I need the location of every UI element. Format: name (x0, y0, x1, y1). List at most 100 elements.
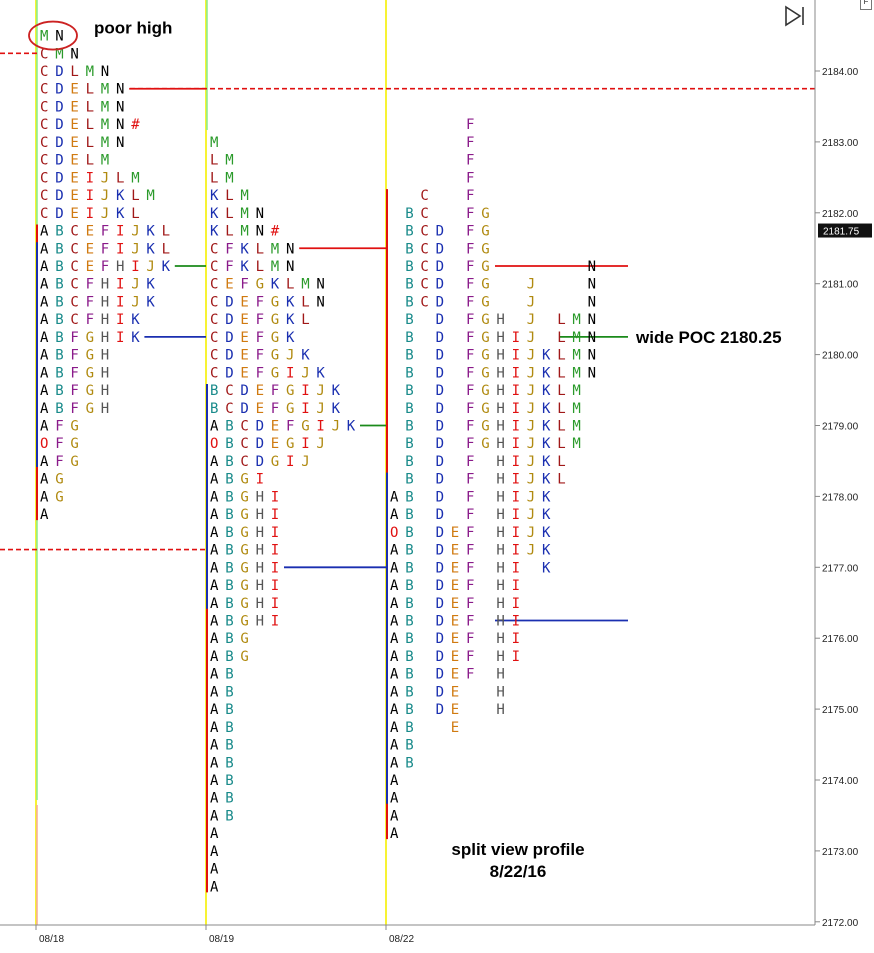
tpo-letter: C (40, 117, 48, 133)
tpo-letter: K (316, 365, 325, 381)
tpo-letter: H (101, 401, 109, 417)
tpo-letter: B (225, 684, 233, 700)
tpo-letter: D (436, 560, 444, 576)
annotations: poor high wide POC 2180.25 split view prof… (28, 19, 782, 881)
tpo-letter: E (451, 667, 459, 683)
tpo-letter: C (420, 259, 428, 275)
tpo-letter: C (210, 312, 218, 328)
tpo-letter: E (70, 117, 78, 133)
tpo-letter: C (225, 401, 233, 417)
tpo-letter: B (225, 649, 233, 665)
tpo-letter: K (146, 241, 155, 257)
tpo-letter: F (466, 330, 474, 346)
tpo-letter: G (481, 365, 489, 381)
tpo-letter: F (70, 383, 78, 399)
tpo-letter: A (390, 578, 399, 594)
date-label-08/18: 08/18 (39, 934, 64, 945)
tpo-letter: # (131, 117, 140, 133)
tpo-letter: E (256, 401, 264, 417)
tpo-letter: B (405, 224, 413, 240)
chart-corner-button[interactable]: F (860, 0, 872, 10)
tpo-letter: A (210, 454, 219, 470)
tpo-letter: D (436, 702, 444, 718)
tpo-letter: A (390, 773, 399, 789)
tpo-letter: N (588, 277, 596, 293)
tpo-letter: G (481, 294, 489, 310)
tpo-letter: B (55, 259, 63, 275)
tpo-letter: F (466, 241, 474, 257)
tpo-letter: B (405, 401, 413, 417)
tpo-letter: F (466, 188, 474, 204)
tpo-letter: N (316, 294, 324, 310)
tpo-letter: M (572, 401, 580, 417)
tpo-letter: F (466, 135, 474, 151)
tpo-letter: J (527, 330, 535, 346)
tpo-letter: H (496, 702, 504, 718)
tpo-letter: H (496, 330, 504, 346)
chart-controls[interactable] (785, 5, 804, 27)
tpo-letter: E (70, 188, 78, 204)
tpo-letter: C (420, 277, 428, 293)
tpo-letter: B (405, 649, 413, 665)
tpo-letter: E (70, 153, 78, 169)
tpo-letter: K (146, 277, 155, 293)
price-tick-label: 2181.00 (822, 280, 859, 291)
tpo-letter: L (256, 259, 264, 275)
tpo-letter: G (481, 312, 489, 328)
tpo-letter: K (146, 224, 155, 240)
tpo-letter: A (210, 862, 219, 878)
tpo-letter: M (301, 277, 309, 293)
tpo-letter: A (390, 720, 399, 736)
tpo-letter: C (40, 82, 48, 98)
tpo-letter: E (256, 383, 264, 399)
tpo-letter: I (512, 631, 520, 647)
tpo-letter: B (55, 365, 63, 381)
tpo-letter: F (240, 277, 248, 293)
tpo-letter: A (210, 613, 219, 629)
tpo-letter: A (210, 472, 219, 488)
tpo-letter: I (301, 383, 309, 399)
tpo-letter: M (131, 170, 139, 186)
tpo-letter: G (86, 348, 94, 364)
tpo-letter: F (466, 489, 474, 505)
tpo-letter: N (116, 117, 124, 133)
tpo-letter: K (116, 188, 125, 204)
tpo-letter: J (286, 348, 294, 364)
tpo-letter: B (55, 401, 63, 417)
date-axis: 08/18 08/19 08/22 (35, 925, 414, 945)
tpo-letter: G (286, 436, 294, 452)
skip-to-end-icon[interactable] (785, 5, 804, 27)
tpo-letter: B (405, 348, 413, 364)
date-label-08/19: 08/19 (209, 934, 234, 945)
tpo-letter: F (466, 472, 474, 488)
skip-triangle (785, 5, 802, 27)
tpo-letter: H (496, 560, 504, 576)
tpo-letter: F (70, 330, 78, 346)
tpo-letter: A (210, 879, 219, 895)
tpo-letter: F (466, 649, 474, 665)
tpo-letter: D (55, 153, 63, 169)
tpo-letter: B (405, 631, 413, 647)
tpo-letter: D (436, 543, 444, 559)
tpo-letter: A (40, 454, 49, 470)
tpo-letter: H (256, 507, 264, 523)
tpo-letter: M (271, 259, 279, 275)
tpo-letter: D (436, 454, 444, 470)
tpo-letter: G (70, 419, 78, 435)
tpo-letter: B (405, 383, 413, 399)
current-price-box (818, 223, 872, 238)
tpo-letter: B (210, 401, 218, 417)
tpo-letter: L (557, 383, 565, 399)
tpo-letter: C (225, 383, 233, 399)
tpo-letter: D (436, 419, 444, 435)
tpo-letter: D (225, 294, 233, 310)
tpo-letter: A (390, 808, 399, 824)
price-tick-label: 2183.00 (822, 138, 859, 149)
tpo-letter: G (55, 472, 63, 488)
tpo-letter: A (390, 791, 399, 807)
tpo-letter: K (542, 436, 551, 452)
tpo-letter: I (131, 259, 139, 275)
tpo-letter: A (40, 489, 49, 505)
tpo-letter: D (436, 383, 444, 399)
tpo-letter: A (210, 419, 219, 435)
